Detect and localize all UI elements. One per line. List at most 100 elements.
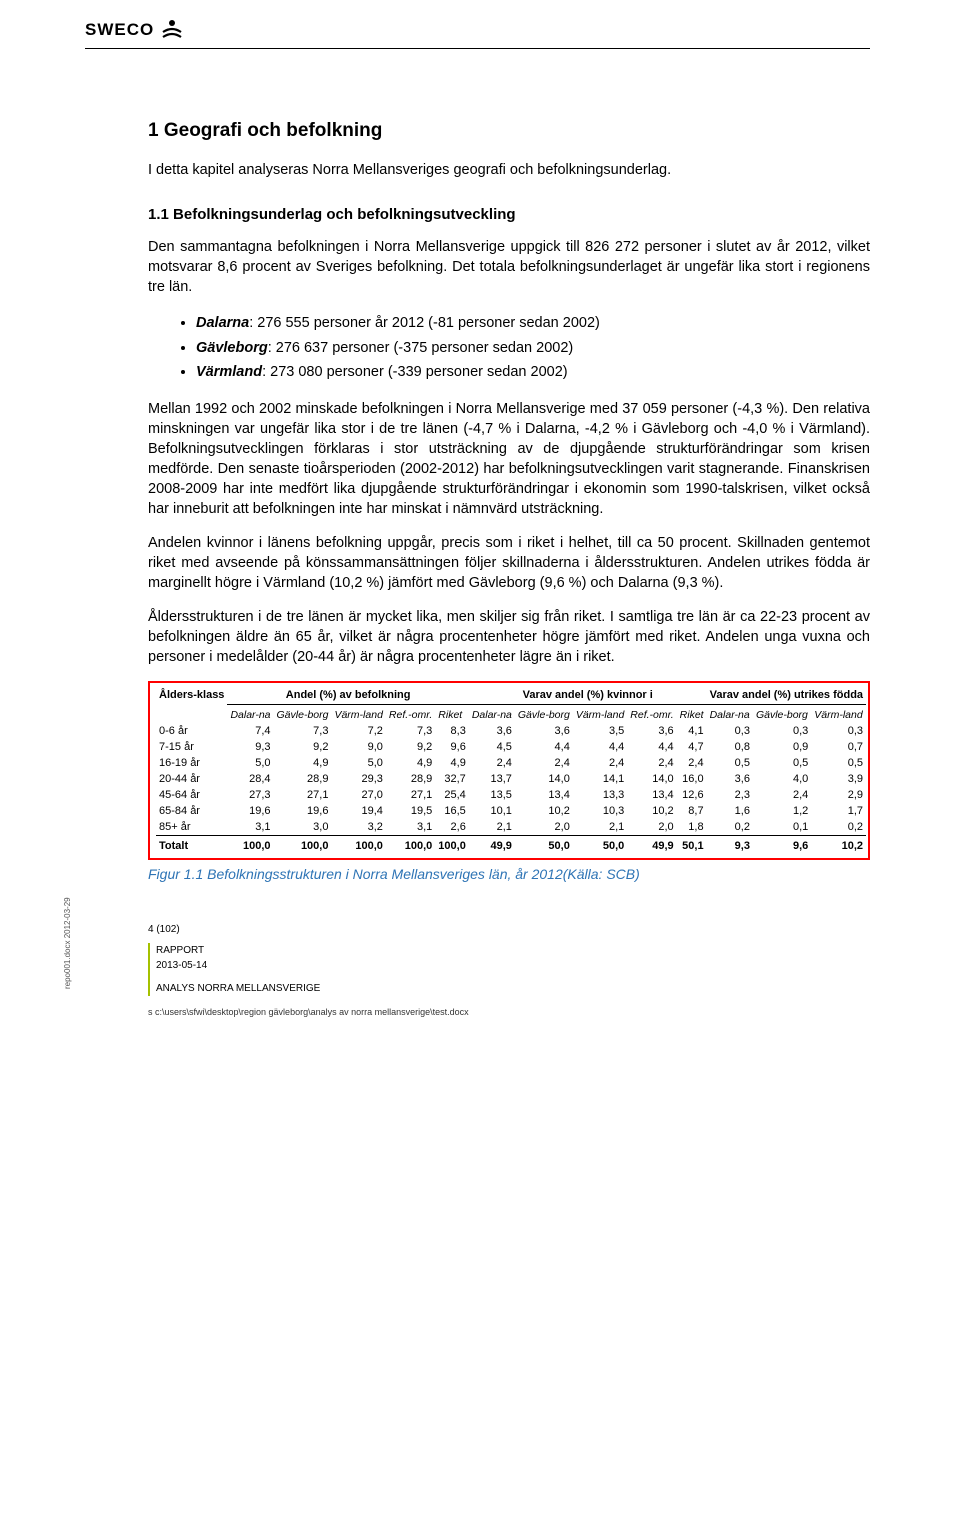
row-label: 16-19 år [156, 755, 227, 771]
row-label: 45-64 år [156, 787, 227, 803]
table-row: 0-6 år7,47,37,27,38,33,63,63,53,64,10,30… [156, 723, 866, 739]
cell: 7,3 [274, 723, 332, 739]
row-label: 65-84 år [156, 803, 227, 819]
cell: 9,2 [274, 739, 332, 755]
cell: 0,5 [753, 755, 811, 771]
cell: 28,9 [274, 771, 332, 787]
cell: 2,0 [515, 819, 573, 836]
page-number: 4 (102) [148, 922, 870, 937]
cell: 19,5 [386, 803, 435, 819]
cell: 10,2 [627, 803, 676, 819]
cell: 100,0 [386, 835, 435, 854]
subheader-row: Dalar-na Gävle-borg Värm-land Ref.-omr. … [156, 704, 866, 723]
logo-text: SWECO [85, 20, 154, 40]
cell: 50,1 [677, 835, 707, 854]
cell: 9,2 [386, 739, 435, 755]
total-label: Totalt [156, 835, 227, 854]
cell: 7,4 [227, 723, 273, 739]
bullet-bold: Dalarna [196, 315, 249, 331]
cell: 3,0 [274, 819, 332, 836]
figure-caption: Figur 1.1 Befolkningsstrukturen i Norra … [148, 866, 870, 882]
cell: 100,0 [227, 835, 273, 854]
cell: 13,7 [469, 771, 515, 787]
cell: 3,9 [811, 771, 866, 787]
cell: 0,8 [707, 739, 753, 755]
cell: 100,0 [331, 835, 385, 854]
row-label: 0-6 år [156, 723, 227, 739]
cell: 14,0 [627, 771, 676, 787]
cell: 27,1 [386, 787, 435, 803]
table-body: 0-6 år7,47,37,27,38,33,63,63,53,64,10,30… [156, 723, 866, 854]
cell: 0,3 [707, 723, 753, 739]
cell: 0,1 [753, 819, 811, 836]
cell: 4,9 [274, 755, 332, 771]
cell: 3,6 [469, 723, 515, 739]
document-body: 1 Geografi och befolkning I detta kapite… [148, 120, 870, 1019]
group-women: Varav andel (%) kvinnor i [469, 687, 707, 705]
cell: 2,4 [753, 787, 811, 803]
cell: 49,9 [469, 835, 515, 854]
cell: 10,2 [515, 803, 573, 819]
cell: 0,3 [753, 723, 811, 739]
cell: 19,6 [274, 803, 332, 819]
table-row: 20-44 år28,428,929,328,932,713,714,014,1… [156, 771, 866, 787]
cell: 1,7 [811, 803, 866, 819]
cell: 2,4 [627, 755, 676, 771]
age-structure-table: Ålders-klass Andel (%) av befolkning Var… [156, 687, 866, 854]
footer-block: 4 (102) RAPPORT 2013-05-14 ANALYS NORRA … [148, 922, 870, 1020]
cell: 4,4 [573, 739, 627, 755]
cell: 3,5 [573, 723, 627, 739]
cell: 0,5 [707, 755, 753, 771]
cell: 2,0 [627, 819, 676, 836]
cell: 9,6 [435, 739, 469, 755]
table-row: 7-15 år9,39,29,09,29,64,54,44,44,44,70,8… [156, 739, 866, 755]
cell: 16,0 [677, 771, 707, 787]
cell: 27,1 [274, 787, 332, 803]
cell: 25,4 [435, 787, 469, 803]
cell: 2,4 [573, 755, 627, 771]
header-bar: SWECO [85, 18, 870, 49]
cell: 13,5 [469, 787, 515, 803]
data-table-frame: Ålders-klass Andel (%) av befolkning Var… [148, 681, 870, 860]
cell: 4,4 [515, 739, 573, 755]
cell: 2,3 [707, 787, 753, 803]
table-row: 65-84 år19,619,619,419,516,510,110,210,3… [156, 803, 866, 819]
table-row: 85+ år3,13,03,23,12,62,12,02,12,01,80,20… [156, 819, 866, 836]
cell: 1,8 [677, 819, 707, 836]
cell: 2,1 [573, 819, 627, 836]
bullet-bold: Värmland [196, 364, 262, 380]
cell: 7,3 [386, 723, 435, 739]
cell: 100,0 [274, 835, 332, 854]
group-share: Andel (%) av befolkning [227, 687, 468, 705]
total-row: Totalt100,0100,0100,0100,0100,049,950,05… [156, 835, 866, 854]
cell: 13,4 [515, 787, 573, 803]
cell: 0,2 [707, 819, 753, 836]
list-item: Gävleborg: 276 637 personer (-375 person… [196, 336, 870, 361]
cell: 3,1 [227, 819, 273, 836]
list-item: Värmland: 273 080 personer (-339 persone… [196, 360, 870, 385]
cell: 19,6 [227, 803, 273, 819]
cell: 13,3 [573, 787, 627, 803]
bullet-rest: : 276 555 personer år 2012 (-81 personer… [249, 315, 600, 331]
cell: 4,9 [435, 755, 469, 771]
table-row: 45-64 år27,327,127,027,125,413,513,413,3… [156, 787, 866, 803]
cell: 10,3 [573, 803, 627, 819]
cell: 2,9 [811, 787, 866, 803]
cell: 0,7 [811, 739, 866, 755]
cell: 28,9 [386, 771, 435, 787]
cell: 14,1 [573, 771, 627, 787]
row-label: 20-44 år [156, 771, 227, 787]
cell: 0,3 [811, 723, 866, 739]
cell: 2,1 [469, 819, 515, 836]
cell: 2,6 [435, 819, 469, 836]
cell: 1,2 [753, 803, 811, 819]
row-label: 7-15 år [156, 739, 227, 755]
cell: 19,4 [331, 803, 385, 819]
paragraph-1: Den sammantagna befolkningen i Norra Mel… [148, 237, 870, 297]
bullet-rest: : 273 080 personer (-339 personer sedan … [262, 364, 568, 380]
cell: 10,1 [469, 803, 515, 819]
cell: 12,6 [677, 787, 707, 803]
cell: 0,9 [753, 739, 811, 755]
cell: 10,2 [811, 835, 866, 854]
row-label: 85+ år [156, 819, 227, 836]
